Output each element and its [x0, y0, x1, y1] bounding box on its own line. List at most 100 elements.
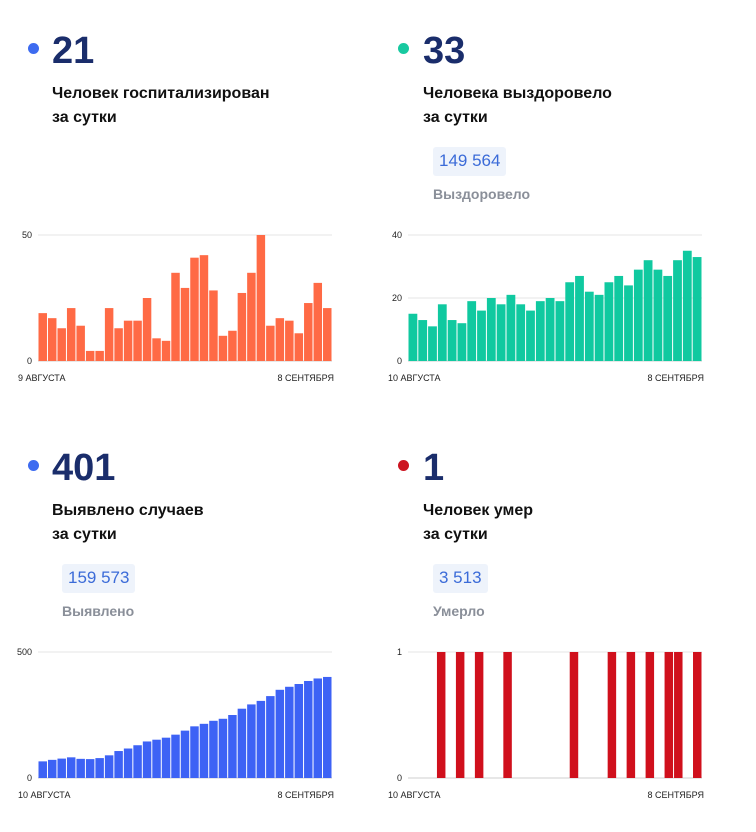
- hospitalized-bar: [95, 350, 104, 361]
- deaths-dot-icon: [398, 460, 409, 471]
- hospitalized-caption-line2: за сутки: [52, 109, 117, 126]
- cases-bar: [180, 730, 190, 778]
- recovered-bar: [643, 260, 653, 361]
- hospitalized-bar: [76, 325, 85, 361]
- cases-bar: [133, 745, 142, 778]
- cases-bar: [95, 758, 104, 778]
- deaths-caption: Человек умер за сутки: [423, 499, 683, 547]
- deaths-y-tick-label: 0: [397, 773, 402, 783]
- recovered-bar: [633, 269, 643, 361]
- hospitalized-bar: [171, 272, 180, 361]
- cases-panel: 401 Выявлено случаев за сутки 159 573 Вы…: [0, 417, 340, 817]
- hospitalized-bar: [209, 290, 218, 361]
- recovered-x-end-label: 8 СЕНТЯБРЯ: [647, 373, 704, 383]
- hospitalized-bar: [275, 318, 285, 361]
- recovered-x-start-label: 10 АВГУСТА: [388, 373, 441, 383]
- recovered-bar: [653, 269, 663, 361]
- recovered-bar: [477, 310, 486, 361]
- hospitalized-bar: [104, 308, 114, 361]
- recovered-bar: [496, 304, 506, 361]
- cases-chart: 0 500 10 АВГУСТА 8 СЕНТЯБРЯ: [17, 647, 334, 800]
- cases-bar: [85, 759, 95, 778]
- deaths-total: 3 513: [433, 564, 488, 593]
- cases-bar: [66, 757, 76, 778]
- hospitalized-bar: [266, 325, 275, 361]
- cases-bar: [247, 704, 256, 778]
- deaths-number: 1: [423, 447, 445, 489]
- deaths-x-start-label: 10 АВГУСТА: [388, 790, 441, 800]
- deaths-y-tick-label: 1: [397, 647, 402, 657]
- cases-bar: [237, 708, 247, 778]
- recovered-bar: [565, 282, 575, 361]
- hospitalized-bar: [161, 340, 171, 361]
- recovered-bar: [408, 313, 418, 361]
- cases-bar: [152, 739, 161, 778]
- hospitalized-bar: [304, 303, 313, 361]
- cases-bar: [218, 718, 228, 778]
- cases-bar: [209, 720, 218, 778]
- recovered-y-tick-label: 20: [392, 293, 402, 303]
- cases-total: 159 573: [62, 564, 136, 593]
- recovered-bar: [428, 326, 437, 361]
- hospitalized-bar: [199, 255, 209, 361]
- deaths-caption-line2: за сутки: [423, 526, 488, 543]
- hospitalized-bar: [66, 308, 76, 361]
- recovered-dot-icon: [398, 43, 409, 54]
- cases-bar: [76, 758, 85, 778]
- recovered-bar: [516, 304, 526, 361]
- hospitalized-y-tick-label: 0: [27, 356, 32, 366]
- cases-bar: [161, 737, 171, 778]
- recovered-bar: [604, 282, 614, 361]
- deaths-bar: [455, 652, 465, 778]
- recovered-caption-line2: за сутки: [423, 109, 488, 126]
- recovered-bar: [447, 320, 457, 361]
- hospitalized-bar: [247, 272, 256, 361]
- recovered-bar: [486, 298, 496, 361]
- deaths-bar: [626, 652, 636, 778]
- deaths-caption-line1: Человек умер: [423, 502, 534, 519]
- deaths-panel: 1 Человек умер за сутки 3 513 Умерло 0 1 1…: [370, 417, 710, 817]
- cases-bar: [38, 761, 47, 778]
- recovered-chart: 0 20 40 10 АВГУСТА 8 СЕНТЯБРЯ: [388, 230, 704, 383]
- deaths-bar: [645, 652, 655, 778]
- cases-caption: Выявлено случаев за сутки: [52, 499, 312, 547]
- recovered-bar: [614, 275, 624, 361]
- recovered-bar: [673, 260, 682, 361]
- cases-bar: [171, 734, 180, 778]
- recovered-bar: [467, 301, 477, 361]
- deaths-total-label: Умерло: [433, 603, 485, 619]
- cases-x-end-label: 8 СЕНТЯБРЯ: [277, 790, 334, 800]
- hospitalized-bar: [294, 333, 304, 361]
- recovered-bar: [535, 301, 545, 361]
- cases-x-start-label: 10 АВГУСТА: [18, 790, 71, 800]
- cases-bar: [199, 723, 209, 778]
- hospitalized-x-start-label: 9 АВГУСТА: [18, 373, 66, 383]
- recovered-bar: [584, 291, 594, 361]
- cases-bar: [266, 696, 275, 778]
- cases-y-tick-label: 0: [27, 773, 32, 783]
- hospitalized-bar: [38, 313, 47, 361]
- hospitalized-bar: [313, 282, 323, 361]
- recovered-y-tick-label: 0: [397, 356, 402, 366]
- cases-dot-icon: [28, 460, 39, 471]
- recovered-caption-line1: Человека выздоровело: [423, 85, 612, 102]
- hospitalized-x-end-label: 8 СЕНТЯБРЯ: [277, 373, 334, 383]
- cases-bar: [294, 684, 304, 778]
- deaths-bar: [664, 652, 674, 778]
- hospitalized-bar: [190, 257, 199, 361]
- hospitalized-panel: 21 Человек госпитализирован за сутки 0 50…: [0, 0, 340, 400]
- cases-number: 401: [52, 447, 116, 489]
- recovered-bar: [506, 294, 516, 361]
- cases-bar: [323, 676, 332, 778]
- hospitalized-bar: [180, 287, 190, 361]
- deaths-bar: [569, 652, 579, 778]
- cases-y-tick-label: 500: [17, 647, 32, 657]
- recovered-bar: [692, 257, 702, 361]
- deaths-bar: [607, 652, 617, 778]
- cases-caption-line2: за сутки: [52, 526, 117, 543]
- cases-bar: [228, 715, 237, 778]
- hospitalized-caption: Человек госпитализирован за сутки: [52, 82, 312, 130]
- recovered-caption: Человека выздоровело за сутки: [423, 82, 683, 130]
- hospitalized-bar: [228, 330, 237, 361]
- deaths-chart: 0 1 10 АВГУСТА 8 СЕНТЯБРЯ: [388, 647, 704, 800]
